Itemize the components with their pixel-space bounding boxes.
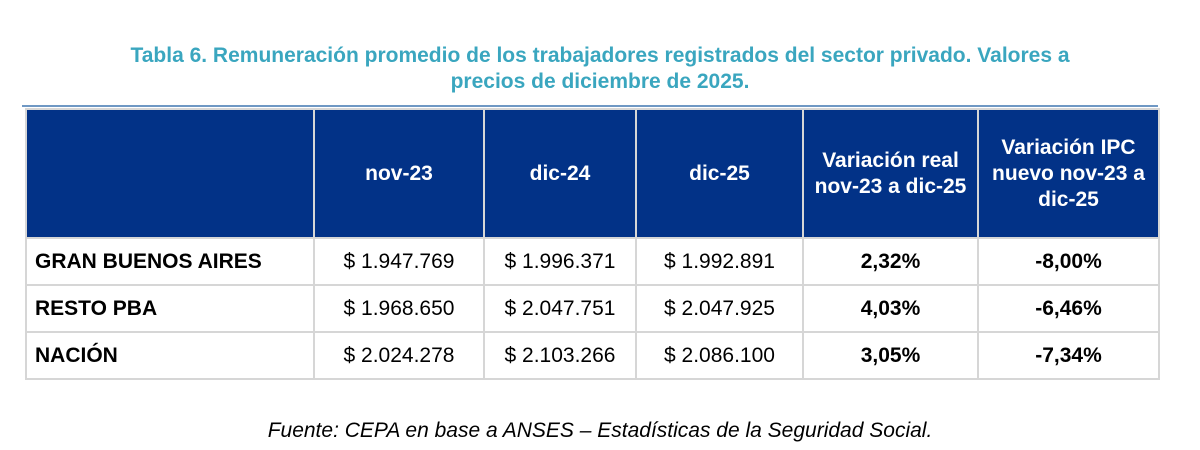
header-row: nov-23 dic-24 dic-25 Variación real nov-… xyxy=(25,108,1160,239)
header-cell-dic-25: dic-25 xyxy=(635,108,804,239)
cell-dic-25: $ 2.086.100 xyxy=(635,331,804,380)
cell-nov-23: $ 1.968.650 xyxy=(313,284,485,333)
cell-dic-24: $ 2.047.751 xyxy=(483,284,637,333)
cell-variacion-real: 3,05% xyxy=(802,331,979,380)
cell-nov-23: $ 1.947.769 xyxy=(313,237,485,286)
cell-variacion-ipc: -6,46% xyxy=(977,284,1160,333)
header-cell-nov-23: nov-23 xyxy=(313,108,485,239)
table-row-nacion: NACIÓN $ 2.024.278 $ 2.103.266 $ 2.086.1… xyxy=(25,331,1160,380)
table-row-gran-buenos-aires: GRAN BUENOS AIRES $ 1.947.769 $ 1.996.37… xyxy=(25,237,1160,286)
table-row-resto-pba: RESTO PBA $ 1.968.650 $ 2.047.751 $ 2.04… xyxy=(25,284,1160,333)
cell-nov-23: $ 2.024.278 xyxy=(313,331,485,380)
cell-dic-25: $ 2.047.925 xyxy=(635,284,804,333)
row-label: NACIÓN xyxy=(25,331,315,380)
cell-dic-24: $ 2.103.266 xyxy=(483,331,637,380)
table-title: Tabla 6. Remuneración promedio de los tr… xyxy=(0,43,1200,95)
header-cell-dic-24: dic-24 xyxy=(483,108,637,239)
remuneration-table: nov-23 dic-24 dic-25 Variación real nov-… xyxy=(25,108,1160,380)
row-label: GRAN BUENOS AIRES xyxy=(25,237,315,286)
source-footnote: Fuente: CEPA en base a ANSES – Estadísti… xyxy=(267,419,933,442)
header-cell-variacion-real: Variación real nov-23 a dic-25 xyxy=(802,108,979,239)
table-title-line-1: Tabla 6. Remuneración promedio de los tr… xyxy=(130,44,1070,67)
cell-variacion-ipc: -7,34% xyxy=(977,331,1160,380)
cell-variacion-real: 2,32% xyxy=(802,237,979,286)
cell-variacion-ipc: -8,00% xyxy=(977,237,1160,286)
cell-variacion-real: 4,03% xyxy=(802,284,979,333)
row-label: RESTO PBA xyxy=(25,284,315,333)
title-divider xyxy=(22,105,1158,107)
header-cell-empty xyxy=(25,108,315,239)
cell-dic-25: $ 1.992.891 xyxy=(635,237,804,286)
header-cell-variacion-ipc: Variación IPC nuevo nov-23 a dic-25 xyxy=(977,108,1160,239)
table-title-line-2: precios de diciembre de 2025. xyxy=(450,70,750,93)
cell-dic-24: $ 1.996.371 xyxy=(483,237,637,286)
